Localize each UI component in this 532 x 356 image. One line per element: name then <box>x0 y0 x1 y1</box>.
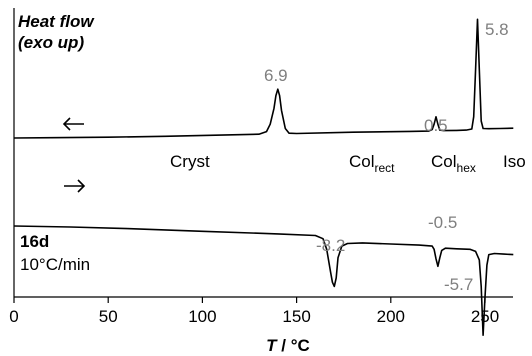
x-tick-label: 150 <box>282 307 310 326</box>
cooling-curve <box>13 18 514 139</box>
x-tick-label: 200 <box>377 307 405 326</box>
heating-arrow-icon <box>64 179 86 193</box>
peak-label: -0.5 <box>428 213 457 232</box>
y-axis-label-line2: (exo up) <box>18 33 84 52</box>
x-axis-unit: / °C <box>277 336 310 355</box>
x-tick-label: 250 <box>471 307 499 326</box>
cooling-arrow-icon <box>62 117 84 131</box>
scan-rate: 10°C/min <box>20 255 90 274</box>
peak-label: -5.7 <box>444 275 473 294</box>
x-tick-label: 0 <box>9 307 18 326</box>
phase-label-colhex: Colhex <box>431 152 476 175</box>
x-tick-group: 0 50 100 150 200 250 <box>9 297 499 326</box>
x-axis-label: T / °C <box>266 336 310 355</box>
peak-label: 0.5 <box>424 116 448 135</box>
peak-label: 6.9 <box>264 66 288 85</box>
peak-label: -8.2 <box>316 236 345 255</box>
phase-label-cryst: Cryst <box>170 152 210 171</box>
phase-label-iso: Iso <box>503 152 526 171</box>
x-axis-variable: T <box>266 336 278 355</box>
sample-name: 16d <box>20 232 49 251</box>
peak-label: 5.8 <box>485 20 509 39</box>
x-tick-label: 50 <box>99 307 118 326</box>
x-tick-label: 100 <box>188 307 216 326</box>
phase-label-colrect: Colrect <box>349 152 395 175</box>
y-axis-label-line1: Heat flow <box>18 12 95 31</box>
heating-curve <box>13 225 514 336</box>
